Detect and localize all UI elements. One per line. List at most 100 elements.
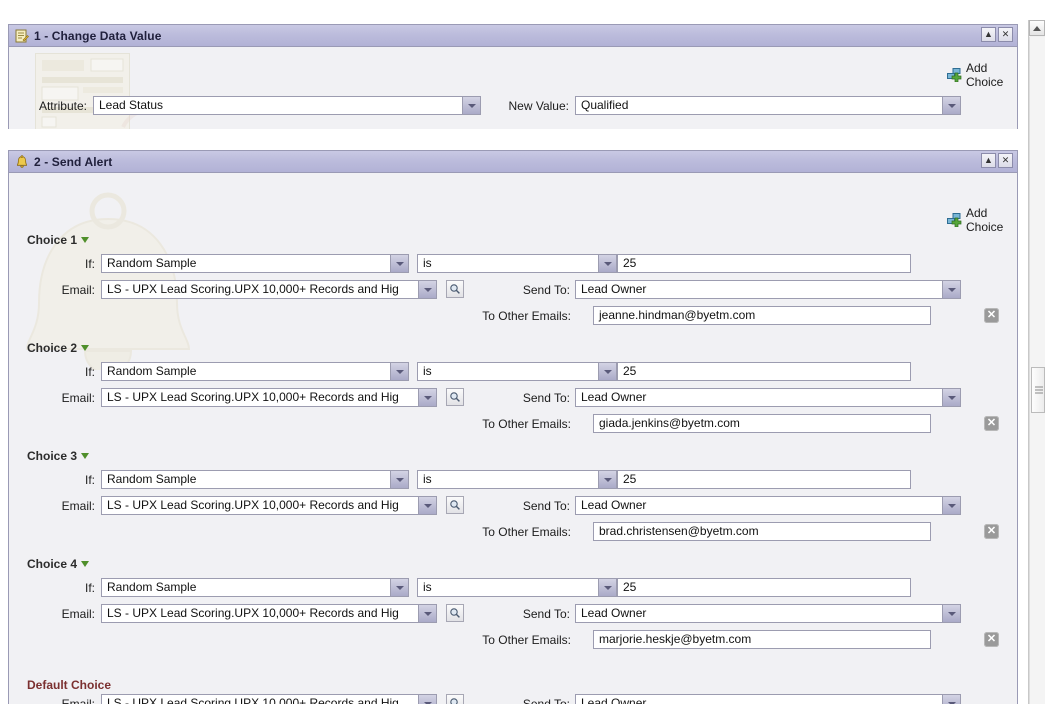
choice-3-other-emails-label: To Other Emails: xyxy=(482,525,571,539)
bell-icon xyxy=(15,154,29,169)
choice-4-email-template-select[interactable]: LS - UPX Lead Scoring.UPX 10,000+ Record… xyxy=(101,604,437,623)
choice-2-send-to-label: Send To: xyxy=(522,391,570,405)
chevron-down-icon xyxy=(81,561,90,567)
choice-1-operand-input[interactable]: 25 xyxy=(617,254,911,273)
choice-4-send-to-select[interactable]: Lead Owner xyxy=(575,604,961,623)
choice-3-if-select[interactable]: Random Sample xyxy=(101,470,409,489)
choice-3-operator-select[interactable]: is xyxy=(417,470,617,489)
panel-1-collapse-button[interactable]: ▲ xyxy=(981,27,996,42)
chevron-down-icon xyxy=(390,471,408,488)
default-send-to-label: Send To: xyxy=(522,697,570,704)
chevron-down-icon xyxy=(418,605,436,622)
choice-2-operator-value: is xyxy=(423,364,432,378)
panel-2-header-buttons: ▲ ✕ xyxy=(981,153,1013,168)
choice-4-operand-input[interactable]: 25 xyxy=(617,578,911,597)
panel-change-data-value: 1 - Change Data Value ▲ ✕ xyxy=(8,24,1018,129)
default-email-search-button[interactable] xyxy=(446,694,464,704)
new-value-select[interactable]: Qualified xyxy=(575,96,961,115)
choice-2-other-emails-input[interactable]: giada.jenkins@byetm.com xyxy=(593,414,931,433)
new-value-label: New Value: xyxy=(508,99,569,113)
choice-3-operand-input[interactable]: 25 xyxy=(617,470,911,489)
chevron-down-icon xyxy=(390,363,408,380)
choice-4-other-emails-input[interactable]: marjorie.heskje@byetm.com xyxy=(593,630,931,649)
choice-3-toggle[interactable]: Choice 3 xyxy=(27,449,90,463)
choice-4-delete-button[interactable]: ✕ xyxy=(984,632,999,647)
form-edit-icon xyxy=(15,29,29,43)
choice-4-send-to-value: Lead Owner xyxy=(581,606,647,620)
vertical-scrollbar[interactable] xyxy=(1028,20,1045,704)
choice-4-other-emails-label: To Other Emails: xyxy=(482,633,571,647)
choice-3-if-label: If: xyxy=(84,473,95,487)
choice-1-send-to-select[interactable]: Lead Owner xyxy=(575,280,961,299)
choice-4-operator-select[interactable]: is xyxy=(417,578,617,597)
default-send-to-select[interactable]: Lead Owner xyxy=(575,694,961,704)
search-icon xyxy=(450,284,460,294)
choice-2-operator-select[interactable]: is xyxy=(417,362,617,381)
chevron-down-icon xyxy=(462,97,480,114)
choice-2-operand-input[interactable]: 25 xyxy=(617,362,911,381)
panel-2-close-button[interactable]: ✕ xyxy=(998,153,1013,168)
panel-1-add-choice-link[interactable]: Add Choice xyxy=(947,61,1017,89)
choice-3-if-value: Random Sample xyxy=(107,472,197,486)
choice-2-send-to-select[interactable]: Lead Owner xyxy=(575,388,961,407)
scrollbar-thumb[interactable] xyxy=(1031,367,1045,413)
attribute-select[interactable]: Lead Status xyxy=(93,96,481,115)
choice-3-other-emails-input[interactable]: brad.christensen@byetm.com xyxy=(593,522,931,541)
choice-2-if-select[interactable]: Random Sample xyxy=(101,362,409,381)
choice-2-toggle[interactable]: Choice 2 xyxy=(27,341,90,355)
default-email-label: Email: xyxy=(61,697,95,704)
choice-2-email-label: Email: xyxy=(61,391,95,405)
choice-3-send-to-label: Send To: xyxy=(522,499,570,513)
panel-2-collapse-button[interactable]: ▲ xyxy=(981,153,996,168)
chevron-down-icon xyxy=(81,237,90,243)
search-icon xyxy=(450,608,460,618)
chevron-down-icon xyxy=(598,363,616,380)
choice-4-send-to-label: Send To: xyxy=(522,607,570,621)
choice-1-name: Choice 1 xyxy=(27,233,78,247)
choice-1-email-template-value: LS - UPX Lead Scoring.UPX 10,000+ Record… xyxy=(107,282,399,296)
choice-1-other-emails-input[interactable]: jeanne.hindman@byetm.com xyxy=(593,306,931,325)
choice-3-send-to-select[interactable]: Lead Owner xyxy=(575,496,961,515)
panel-2-add-choice-link[interactable]: Add Choice xyxy=(947,206,1017,234)
choice-1-delete-button[interactable]: ✕ xyxy=(984,308,999,323)
choice-4-if-select[interactable]: Random Sample xyxy=(101,578,409,597)
choice-4-email-search-button[interactable] xyxy=(446,604,464,622)
chevron-down-icon xyxy=(942,497,960,514)
choice-1-other-emails-label: To Other Emails: xyxy=(482,309,571,323)
choice-1-email-search-button[interactable] xyxy=(446,280,464,298)
choice-3-email-template-select[interactable]: LS - UPX Lead Scoring.UPX 10,000+ Record… xyxy=(101,496,437,515)
choice-1-email-label: Email: xyxy=(61,283,95,297)
choice-4-name: Choice 4 xyxy=(27,557,78,571)
new-value-select-value: Qualified xyxy=(581,98,629,112)
search-icon xyxy=(450,698,458,704)
choice-2-delete-button[interactable]: ✕ xyxy=(984,416,999,431)
panel-1-close-button[interactable]: ✕ xyxy=(998,27,1013,42)
chevron-down-icon xyxy=(81,453,90,459)
default-email-template-value: LS - UPX Lead Scoring.UPX 10,000+ Record… xyxy=(107,696,399,704)
choice-2-send-to-value: Lead Owner xyxy=(581,390,647,404)
choice-1-send-to-value: Lead Owner xyxy=(581,282,647,296)
choice-3-operator-value: is xyxy=(423,472,432,486)
default-send-to-value: Lead Owner xyxy=(581,696,647,704)
choice-1-toggle[interactable]: Choice 1 xyxy=(27,233,90,247)
choice-1-operator-select[interactable]: is xyxy=(417,254,617,273)
choice-1-if-select[interactable]: Random Sample xyxy=(101,254,409,273)
chevron-down-icon xyxy=(390,579,408,596)
search-icon xyxy=(450,392,460,402)
choice-4-email-template-value: LS - UPX Lead Scoring.UPX 10,000+ Record… xyxy=(107,606,399,620)
choice-2-email-search-button[interactable] xyxy=(446,388,464,406)
choice-3-delete-button[interactable]: ✕ xyxy=(984,524,999,539)
choice-3-email-search-button[interactable] xyxy=(446,496,464,514)
choice-4-toggle[interactable]: Choice 4 xyxy=(27,557,90,571)
choice-2-email-template-select[interactable]: LS - UPX Lead Scoring.UPX 10,000+ Record… xyxy=(101,388,437,407)
scroll-up-button[interactable] xyxy=(1029,20,1045,36)
panel-1-add-choice-label: Add Choice xyxy=(966,61,1004,89)
chevron-down-icon xyxy=(418,497,436,514)
default-email-template-select[interactable]: LS - UPX Lead Scoring.UPX 10,000+ Record… xyxy=(101,694,437,704)
choice-1-email-template-select[interactable]: LS - UPX Lead Scoring.UPX 10,000+ Record… xyxy=(101,280,437,299)
search-icon xyxy=(450,500,460,510)
scrollbar-track[interactable] xyxy=(1029,37,1045,704)
panel-1-header: 1 - Change Data Value ▲ ✕ xyxy=(9,25,1017,47)
choice-1-send-to-label: Send To: xyxy=(522,283,570,297)
